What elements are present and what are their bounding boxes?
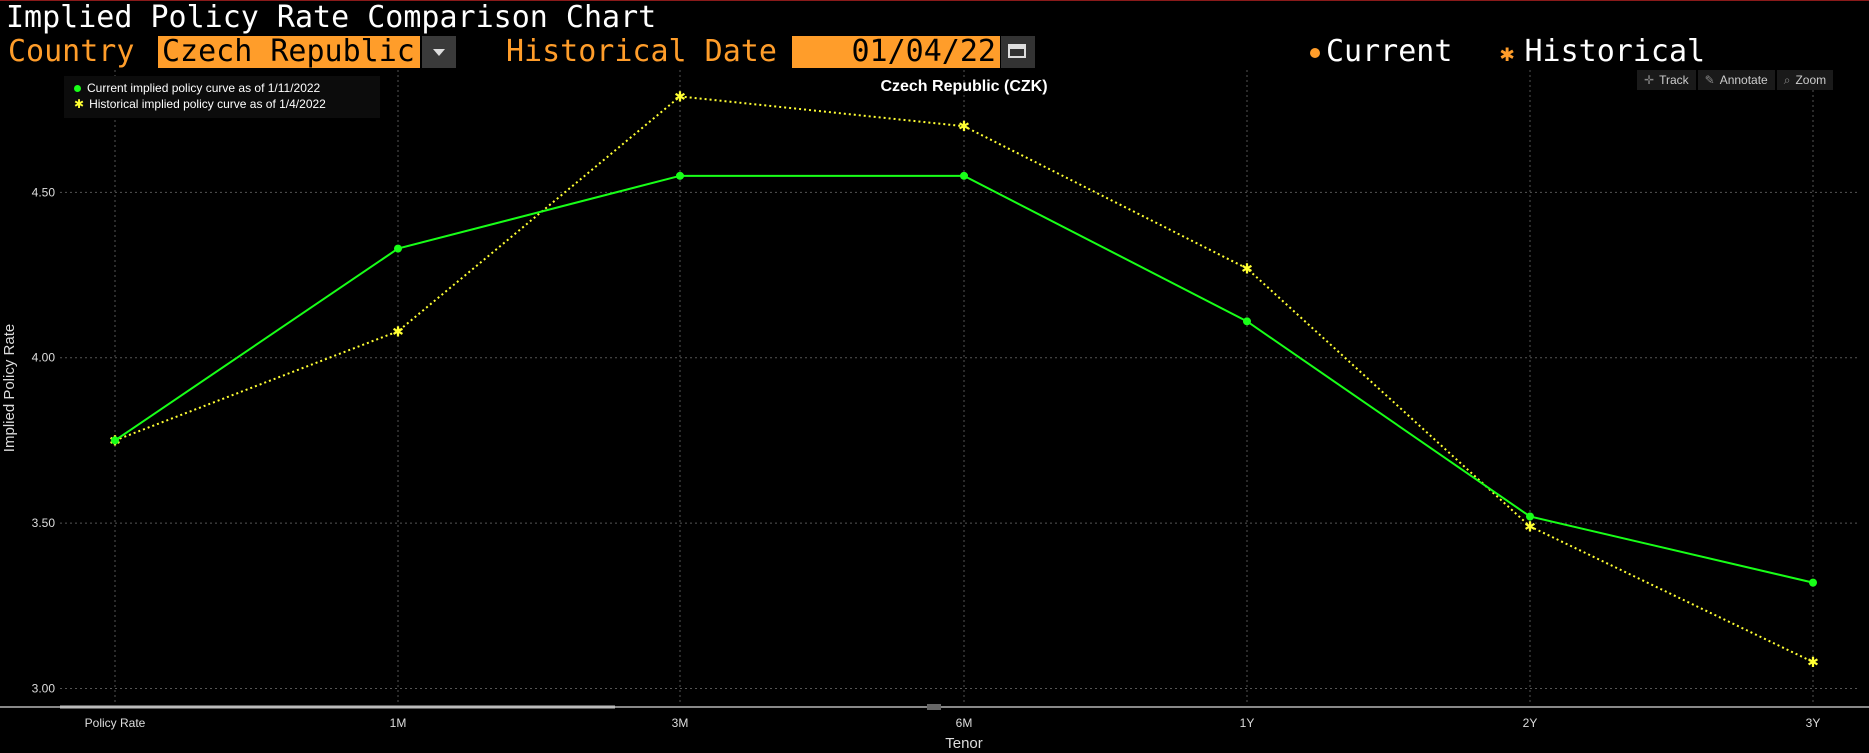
historical-point: ✱ [392, 324, 404, 340]
y-tick-label: 4.00 [32, 351, 56, 365]
pencil-icon: ✎ [1704, 73, 1715, 87]
y-tick-label: 3.00 [32, 681, 56, 695]
series-historical-line [114, 95, 1814, 663]
legend-historical-label: Historical [1524, 34, 1706, 69]
green-dot-icon [74, 85, 81, 93]
annotate-button[interactable]: ✎ Annotate [1697, 70, 1775, 90]
historical-point: ✱ [958, 119, 970, 135]
current-point [960, 171, 968, 180]
x-tick-label: 3Y [1806, 716, 1821, 730]
track-button[interactable]: ✛ Track [1637, 70, 1696, 90]
legend-entry-historical-label: Historical implied policy curve as of 1/… [89, 97, 326, 111]
calendar-button[interactable] [1001, 36, 1035, 68]
chart-legend: Current implied policy curve as of 1/11/… [64, 76, 380, 118]
annotate-label: Annotate [1719, 73, 1768, 87]
dot-icon [1310, 47, 1320, 58]
historical-date-input[interactable]: 01/04/22 [792, 36, 1000, 68]
country-dropdown-button[interactable] [422, 36, 456, 68]
y-axis-title: Implied Policy Rate [1, 324, 18, 452]
zoom-button[interactable]: ⌕ Zoom [1776, 70, 1834, 90]
historical-point: ✱ [674, 89, 686, 105]
legend-historical: ✱ Historical [1500, 36, 1705, 69]
top-border [0, 0, 1869, 1]
page-title: Implied Policy Rate Comparison Chart [6, 0, 657, 35]
legend-current-label: Current [1326, 34, 1453, 69]
current-point [111, 436, 119, 445]
yellow-asterisk-icon: ✱ [74, 97, 85, 111]
legend-entry-historical: ✱ Historical implied policy curve as of 1… [74, 96, 380, 112]
x-tick-label: 1M [390, 716, 407, 730]
asterisk-icon: ✱ [1500, 38, 1515, 67]
historical-point: ✱ [1807, 655, 1819, 671]
current-point [676, 171, 684, 180]
current-point [1809, 578, 1817, 587]
legend-entry-current-label: Current implied policy curve as of 1/11/… [87, 81, 321, 95]
historical-point: ✱ [1524, 519, 1536, 535]
legend-entry-current: Current implied policy curve as of 1/11/… [74, 80, 380, 96]
chart-title: Czech Republic (CZK) [880, 78, 1047, 95]
y-tick-label: 3.50 [32, 516, 56, 530]
historical-point: ✱ [1241, 261, 1253, 277]
x-tick-label: Policy Rate [85, 716, 146, 730]
current-point [1243, 317, 1251, 326]
x-tick-label: 6M [956, 716, 973, 730]
x-tick-label: 1Y [1240, 716, 1255, 730]
calendar-icon [1008, 44, 1026, 58]
historical-date-label: Historical Date [506, 34, 777, 69]
x-tick-label: 3M [672, 716, 689, 730]
chart-toolbar: ✛ Track ✎ Annotate ⌕ Zoom [1637, 70, 1834, 90]
country-input[interactable]: Czech Republic [158, 36, 420, 68]
country-label: Country [8, 34, 135, 69]
x-tick-label: 2Y [1523, 716, 1538, 730]
axis-handle [927, 704, 941, 710]
zoom-label: Zoom [1795, 73, 1827, 87]
current-point [1526, 512, 1534, 521]
x-axis-title: Tenor [945, 735, 983, 752]
magnifier-icon: ⌕ [1783, 73, 1791, 87]
track-label: Track [1659, 73, 1689, 87]
legend-current: Current [1310, 36, 1452, 68]
crosshair-icon: ✛ [1644, 73, 1655, 87]
current-point [394, 244, 402, 253]
y-tick-label: 4.50 [32, 185, 56, 199]
